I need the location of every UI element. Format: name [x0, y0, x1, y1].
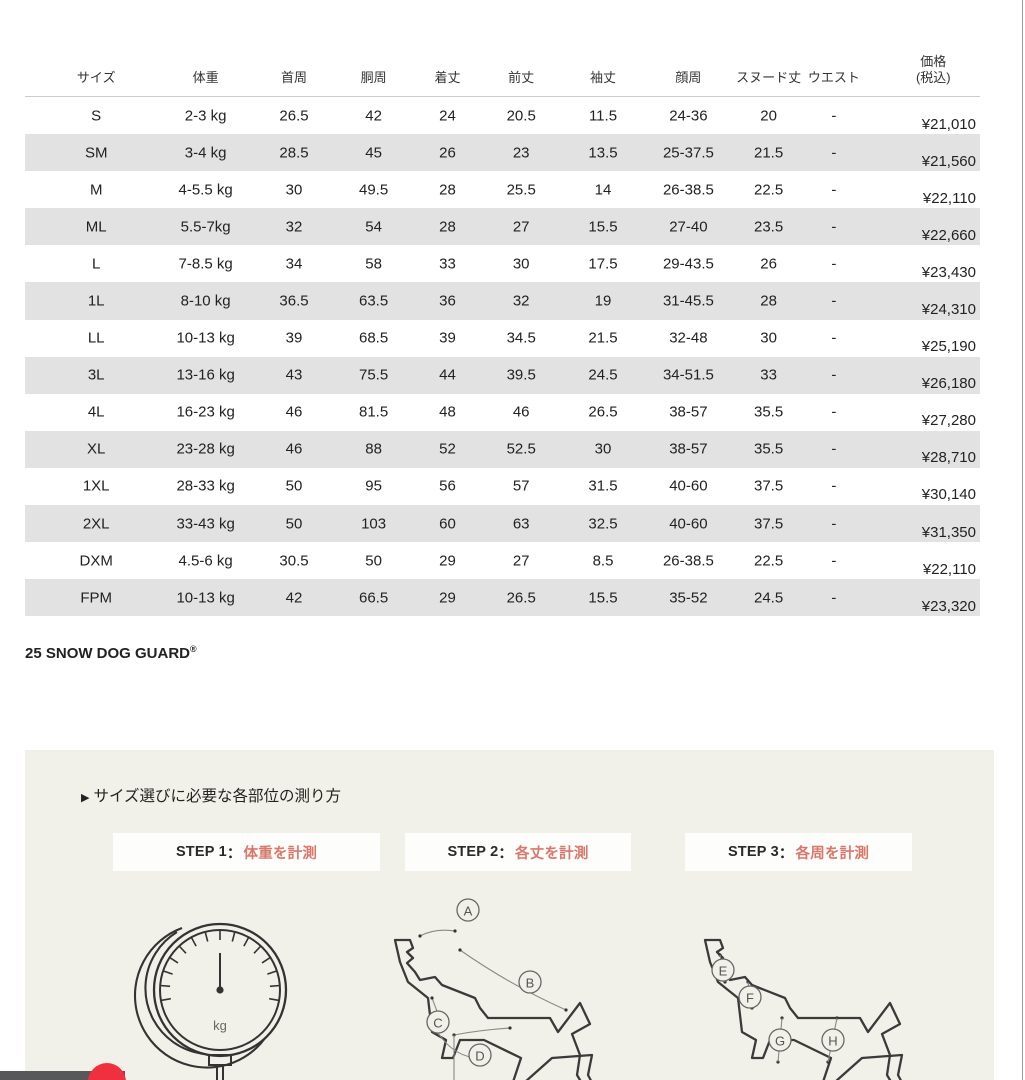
svg-text:D: D	[475, 1049, 484, 1064]
svg-text:C: C	[433, 1016, 442, 1031]
svg-text:G: G	[775, 1034, 785, 1049]
svg-text:H: H	[828, 1034, 837, 1049]
svg-text:A: A	[464, 904, 473, 919]
svg-text:F: F	[746, 991, 754, 1006]
svg-text:B: B	[526, 976, 535, 991]
svg-text:E: E	[719, 964, 728, 979]
svg-text:kg: kg	[213, 1018, 227, 1033]
